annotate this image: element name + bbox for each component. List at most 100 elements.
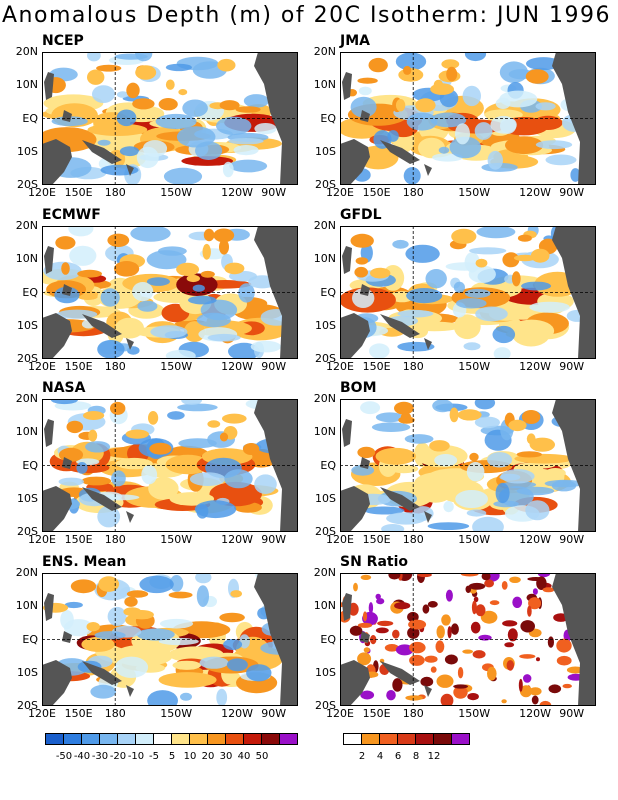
lon-label: 180 [402,707,424,720]
lat-label: 10N [15,599,38,613]
panel-title: BOM [340,380,377,396]
lon-label: 120E [28,186,56,199]
colorbar-label: -50 [55,751,73,762]
lat-label: 10S [17,318,38,332]
lon-label: 180 [402,533,424,546]
colorbar-label: 40 [237,751,251,762]
panel-title: JMA [340,33,370,49]
colorbar-swatch [226,734,244,744]
lon-label: 150W [458,707,491,720]
colorbar-label: 5 [168,751,176,762]
lon-label: 180 [402,186,424,199]
colorbar-label: 10 [183,751,197,762]
colorbar-sn-ratio [343,733,470,745]
lat-label: EQ [320,111,336,125]
map-panel: GFDL [340,207,596,359]
lon-label: 120W [221,360,253,373]
lon-label: 120W [519,186,551,199]
lat-label: 20S [315,352,336,365]
colorbar-swatch [280,734,297,744]
map-plot [42,226,298,359]
lon-label: 90W [261,360,287,373]
panel-title: GFDL [340,207,382,223]
colorbar-swatch [344,734,362,744]
lat-label: 10S [315,144,336,158]
colorbar-swatch [262,734,280,744]
map-panel: SN Ratio [340,554,596,706]
lat-label: 10S [315,491,336,505]
map-panel: ENS. Mean [42,554,298,706]
map-plot [42,573,298,706]
colorbar-label: -20 [109,751,127,762]
lon-label: 150W [160,186,193,199]
lon-label: 150W [160,707,193,720]
colorbar-label: -40 [73,751,91,762]
colorbar-label: 30 [219,751,233,762]
colorbar-swatch [416,734,434,744]
lat-label: 10N [15,252,38,266]
colorbar-swatch [380,734,398,744]
lat-label: 10N [313,252,336,266]
colorbar-swatch [46,734,64,744]
colorbar-label: 8 [412,751,420,762]
lon-label: 120W [221,707,253,720]
map-plot [340,226,596,359]
map-plot [42,52,298,185]
lat-label: 20S [17,699,38,712]
lon-label: 150W [458,533,491,546]
map-panel: BOM [340,380,596,532]
colorbar-label: 50 [255,751,269,762]
lon-label: 150W [458,186,491,199]
colorbar-swatch [136,734,154,744]
lat-label: 20N [15,566,38,579]
lat-label: 10S [17,665,38,679]
lat-label: 20N [15,45,38,58]
lon-label: 150E [362,707,391,720]
colorbar-swatch [434,734,452,744]
lon-label: 120E [326,707,354,720]
lat-label: EQ [22,111,38,125]
lat-label: 20N [313,219,336,232]
colorbar-swatch [154,734,172,744]
lon-label: 90W [559,533,585,546]
colorbar-swatch [208,734,226,744]
lon-label: 150E [64,360,93,373]
map-panel: ECMWF [42,207,298,359]
lon-label: 180 [104,707,126,720]
colorbar-swatch [244,734,262,744]
lat-label: 20S [17,352,38,365]
colorbar-swatch [100,734,118,744]
lat-label: EQ [22,285,38,299]
lat-label: 10S [315,665,336,679]
lon-label: 120E [28,533,56,546]
map-panel: NCEP [42,33,298,185]
lon-label: 90W [559,186,585,199]
panel-title: ENS. Mean [42,554,127,570]
lat-label: 10N [313,425,336,439]
lon-label: 180 [104,533,126,546]
lon-label: 150W [458,360,491,373]
lon-label: 120W [221,186,253,199]
lat-label: 20N [15,392,38,405]
lat-label: 20N [313,45,336,58]
lat-label: 10S [17,144,38,158]
lon-label: 150W [160,360,193,373]
colorbar-swatch [64,734,82,744]
colorbar-swatch [190,734,208,744]
colorbar-label: 12 [427,751,441,762]
panel-title: NASA [42,380,86,396]
lat-label: 20S [17,525,38,538]
map-plot [340,52,596,185]
lat-label: 10S [315,318,336,332]
lon-label: 90W [559,707,585,720]
colorbar-swatch [362,734,380,744]
colorbar-label: -10 [127,751,145,762]
panel-title: ECMWF [42,207,101,223]
lat-label: 20N [313,392,336,405]
lat-label: 20S [315,525,336,538]
lon-label: 120E [326,360,354,373]
lon-label: 120W [519,533,551,546]
lon-label: 150E [362,533,391,546]
colorbar-label: 6 [394,751,402,762]
lat-label: 10N [313,78,336,92]
